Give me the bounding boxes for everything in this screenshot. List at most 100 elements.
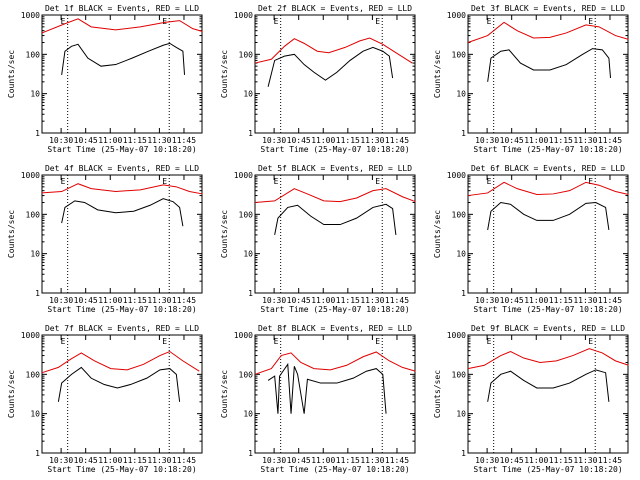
- event-marker-label: E: [588, 17, 593, 26]
- x-axis-label: Start Time (25-May-07 10:18:20): [473, 465, 622, 474]
- x-tick-label: 11:45: [598, 136, 622, 145]
- x-tick-label: 10:45: [287, 136, 311, 145]
- x-tick-label: 11:00: [524, 456, 548, 465]
- y-tick-label: 100: [26, 210, 41, 219]
- y-tick-label: 1000: [447, 171, 466, 180]
- y-tick-label: 10: [30, 410, 40, 419]
- x-axis-label: Start Time (25-May-07 10:18:20): [47, 305, 196, 314]
- events-series-line: [487, 48, 612, 82]
- event-marker-label: E: [375, 17, 380, 26]
- x-tick-label: 11:30: [147, 456, 171, 465]
- plot-frame: [254, 14, 416, 134]
- y-tick-label: 1: [248, 289, 253, 298]
- event-marker-label: E: [487, 17, 492, 26]
- y-tick-label: 1000: [234, 331, 253, 340]
- plot-frame: [467, 14, 629, 134]
- x-tick-label: 11:00: [98, 296, 122, 305]
- x-tick-label: 11:45: [598, 296, 622, 305]
- y-tick-label: 100: [239, 370, 254, 379]
- plot-frame: [41, 14, 203, 134]
- detector-panel: Det 2f BLACK = Events, RED = LLD 1 10 100 10…: [220, 4, 416, 154]
- plot-frame: [41, 334, 203, 454]
- y-axis-label: Counts/sec: [7, 370, 16, 418]
- events-series-line: [57, 366, 181, 402]
- y-axis-label: Counts/sec: [220, 370, 229, 418]
- x-tick-label: 11:00: [311, 136, 335, 145]
- y-tick-label: 1000: [234, 11, 253, 20]
- y-axis-label: Counts/sec: [433, 50, 442, 98]
- x-tick-label: 11:00: [98, 456, 122, 465]
- event-marker-label: E: [274, 337, 279, 346]
- x-tick-label: 10:45: [74, 296, 98, 305]
- x-tick-label: 11:15: [549, 456, 573, 465]
- event-marker-label: E: [588, 337, 593, 346]
- y-tick-label: 1000: [21, 171, 40, 180]
- lld-series-line: [254, 351, 416, 375]
- x-tick-label: 10:30: [49, 296, 73, 305]
- y-tick-label: 10: [456, 250, 466, 259]
- x-tick-label: 10:45: [287, 456, 311, 465]
- lld-series-line: [467, 21, 629, 43]
- x-tick-label: 11:15: [549, 136, 573, 145]
- lld-series-line: [467, 181, 629, 197]
- event-marker-label: E: [487, 177, 492, 186]
- x-tick-label: 11:15: [336, 456, 360, 465]
- y-tick-label: 10: [243, 250, 253, 259]
- x-tick-label: 10:30: [49, 136, 73, 145]
- event-marker-label: E: [375, 177, 380, 186]
- x-axis-label: Start Time (25-May-07 10:18:20): [47, 465, 196, 474]
- y-tick-label: 10: [30, 90, 40, 99]
- x-tick-label: 11:30: [147, 296, 171, 305]
- events-series-line: [274, 203, 397, 235]
- event-marker-label: E: [487, 337, 492, 346]
- y-tick-label: 100: [452, 370, 467, 379]
- detector-panel: Det 4f BLACK = Events, RED = LLD 1 10 100 10…: [7, 164, 203, 314]
- detector-panel: Det 6f BLACK = Events, RED = LLD 1 10 100 10…: [433, 164, 629, 314]
- event-marker-label: E: [162, 177, 167, 186]
- event-marker-label: E: [61, 337, 66, 346]
- x-tick-label: 11:15: [123, 456, 147, 465]
- plot-frame: [254, 334, 416, 454]
- panel-title: Det 7f BLACK = Events, RED = LLD: [45, 324, 199, 333]
- y-tick-label: 1: [35, 449, 40, 458]
- lld-series-line: [254, 37, 413, 64]
- y-tick-label: 1: [248, 129, 253, 138]
- y-axis-label: Counts/sec: [433, 210, 442, 258]
- x-tick-label: 11:00: [311, 456, 335, 465]
- detector-panel: Det 5f BLACK = Events, RED = LLD 1 10 100 10…: [220, 164, 416, 314]
- y-tick-label: 1000: [447, 331, 466, 340]
- x-tick-label: 11:30: [360, 296, 384, 305]
- x-tick-label: 10:45: [74, 456, 98, 465]
- panel-title: Det 4f BLACK = Events, RED = LLD: [45, 164, 199, 173]
- x-tick-label: 11:00: [524, 296, 548, 305]
- events-series-line: [487, 369, 610, 402]
- event-marker-label: E: [274, 177, 279, 186]
- x-tick-label: 11:45: [385, 296, 409, 305]
- x-axis-label: Start Time (25-May-07 10:18:20): [260, 305, 409, 314]
- y-axis-label: Counts/sec: [433, 370, 442, 418]
- x-tick-label: 11:30: [573, 456, 597, 465]
- y-axis-label: Counts/sec: [220, 50, 229, 98]
- x-tick-label: 10:30: [262, 456, 286, 465]
- x-tick-label: 11:30: [573, 136, 597, 145]
- y-tick-label: 100: [26, 50, 41, 59]
- y-tick-label: 100: [452, 50, 467, 59]
- lld-series-line: [41, 18, 203, 34]
- event-marker-label: E: [61, 17, 66, 26]
- x-axis-label: Start Time (25-May-07 10:18:20): [47, 145, 196, 154]
- events-series-line: [487, 201, 610, 231]
- x-tick-label: 11:30: [360, 456, 384, 465]
- y-axis-label: Counts/sec: [7, 210, 16, 258]
- x-axis-label: Start Time (25-May-07 10:18:20): [473, 305, 622, 314]
- y-axis-label: Counts/sec: [7, 50, 16, 98]
- y-tick-label: 100: [26, 370, 41, 379]
- x-tick-label: 11:15: [123, 136, 147, 145]
- x-tick-label: 10:30: [475, 136, 499, 145]
- panel-title: Det 1f BLACK = Events, RED = LLD: [45, 4, 199, 13]
- y-tick-label: 10: [456, 90, 466, 99]
- panel-title: Det 9f BLACK = Events, RED = LLD: [471, 324, 625, 333]
- y-tick-label: 1000: [234, 171, 253, 180]
- x-tick-label: 11:30: [360, 136, 384, 145]
- x-tick-label: 10:45: [500, 296, 524, 305]
